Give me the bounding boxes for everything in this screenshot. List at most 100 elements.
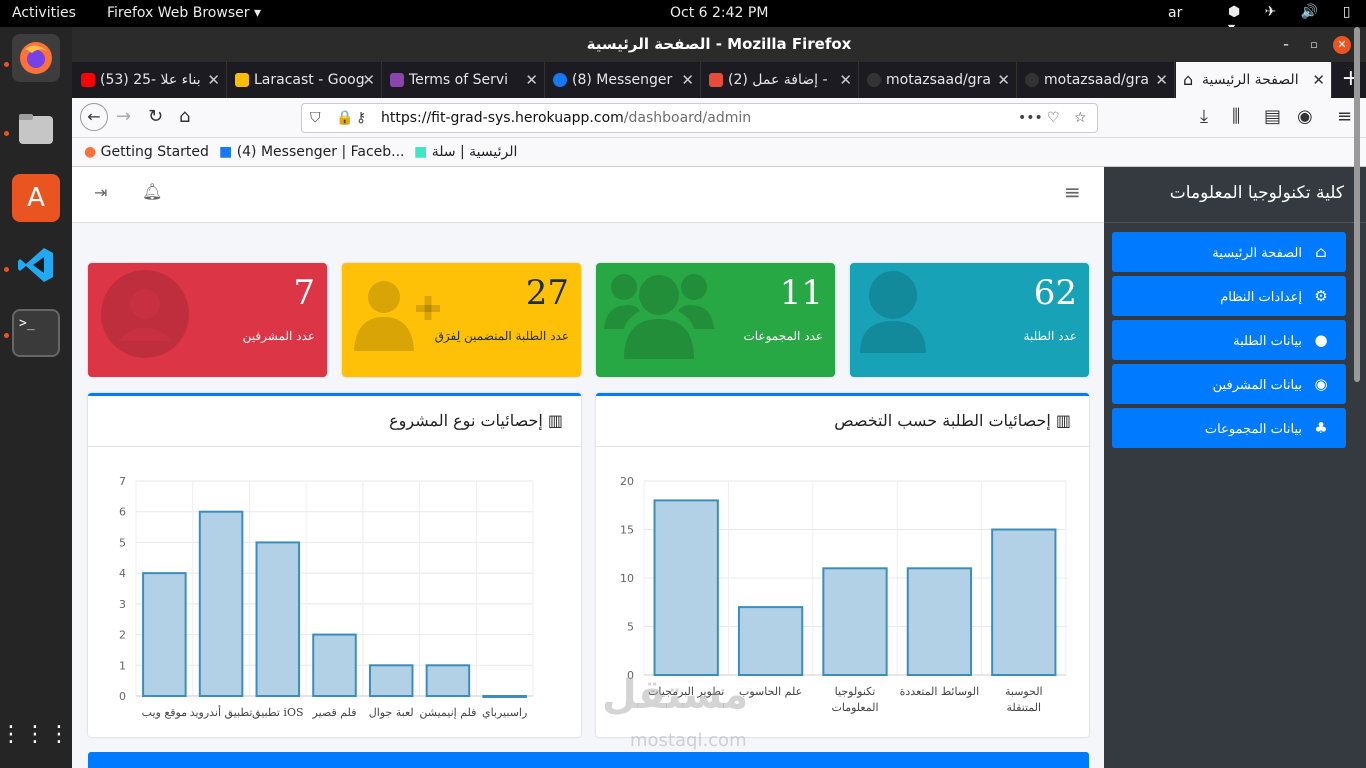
sidebar-item-supervisors[interactable]: بيانات المشرفين ◉ <box>1112 364 1346 404</box>
bell-icon[interactable]: 🔔︎ <box>142 182 163 201</box>
maximize-icon[interactable]: ▫ <box>1310 38 1318 51</box>
sidebar: كلية تكنولوجيا المعلومات الصفحة الرئيسية… <box>1104 167 1366 768</box>
url-path: /dashboard/admin <box>623 110 752 126</box>
back-icon[interactable]: ← <box>80 103 108 131</box>
bookmarks-toolbar: ● Getting Started ■ (4) Messenger | Face… <box>72 138 1366 167</box>
software-center-icon[interactable]: A <box>12 174 60 222</box>
firefox-icon[interactable] <box>12 34 60 82</box>
library-icon[interactable]: ⫼ <box>1232 106 1241 127</box>
bookmark-star-icon[interactable]: ☆ <box>1074 110 1087 126</box>
tab-youtube[interactable]: (53) 25- بناء علا ✕ <box>74 62 227 98</box>
bar[interactable] <box>991 528 1057 676</box>
card-value: 11 <box>779 273 823 313</box>
card-value: 27 <box>525 273 569 313</box>
home-icon[interactable]: ⌂ <box>179 106 191 127</box>
tab-github-2[interactable]: motazsaad/gra ✕ <box>1018 62 1175 98</box>
tab-terms[interactable]: Terms of Servi ✕ <box>383 62 545 98</box>
tab-close-icon[interactable]: ✕ <box>681 71 694 89</box>
specialty-chart: 0 5 10 15 20 تطوير البرمجيات علم الحاسوب تكنولو… <box>620 475 1067 714</box>
bar[interactable] <box>906 567 973 676</box>
reload-icon[interactable]: ↻ <box>148 106 164 127</box>
shield-icon[interactable]: ⛉ <box>310 110 321 126</box>
bar[interactable] <box>198 510 244 698</box>
activities-button[interactable]: Activities <box>12 5 76 21</box>
sidebar-item-home[interactable]: الصفحة الرئيسية ⌂ <box>1112 232 1346 272</box>
sidebar-toggle-icon[interactable]: ▤ <box>1264 106 1282 127</box>
page-actions-icon[interactable]: ••• <box>1018 110 1043 126</box>
menu-icon[interactable]: ≡ <box>1337 106 1353 127</box>
card-value: 62 <box>1033 273 1077 313</box>
sidebar-item-label: بيانات الطلبة <box>1233 334 1302 349</box>
y-tick-label: 0 <box>119 690 126 703</box>
system-topbar: Activities Firefox Web Browser ▾ Oct 6 2… <box>0 0 1366 36</box>
bar[interactable] <box>425 664 471 698</box>
tab-add-work[interactable]: (2) إضافة عمل - ✕ <box>702 62 859 98</box>
forward-icon[interactable]: → <box>116 106 132 127</box>
page-scrollbar[interactable] <box>1354 27 1360 382</box>
tab-close-icon[interactable]: ✕ <box>362 71 375 89</box>
downloads-icon[interactable]: ⤓ <box>1200 106 1208 127</box>
github-icon <box>867 73 881 87</box>
y-tick-label: 0 <box>627 669 634 682</box>
url-bar[interactable]: ⛉ 🔒 ⚷ https://fit-grad-sys.herokuapp.com… <box>301 103 1098 133</box>
bar[interactable] <box>312 633 357 697</box>
x-tick-label: المعلومات <box>832 701 879 714</box>
bar[interactable] <box>368 664 414 698</box>
tab-close-icon[interactable]: ✕ <box>839 71 852 89</box>
account-icon[interactable]: ◉ <box>1297 106 1313 127</box>
bar-chart-icon: ▥ <box>547 411 563 430</box>
sidebar-item-settings[interactable]: إعدادات النظام ⚙ <box>1112 276 1346 316</box>
close-icon[interactable]: ✕ <box>1333 36 1351 54</box>
terminal-icon[interactable]: >_ <box>12 309 60 357</box>
tab-label: motazsaad/gra <box>1044 72 1149 88</box>
user-circle-icon <box>101 270 189 358</box>
hamburger-menu-icon[interactable]: ≡ <box>1064 180 1081 204</box>
sidebar-item-groups[interactable]: بيانات المجموعات ♣ <box>1112 408 1346 448</box>
card-students[interactable]: 62 عدد الطلبة <box>850 263 1089 377</box>
watermark-url: mostaql.com <box>630 730 747 751</box>
brand-title[interactable]: كلية تكنولوجيا المعلومات <box>1104 167 1366 223</box>
show-apps-icon[interactable]: ⋮⋮⋮ <box>0 721 72 747</box>
keyboard-layout[interactable]: ar <box>1168 5 1183 21</box>
bar[interactable] <box>653 499 719 677</box>
tab-laracast[interactable]: Laracast - Goog ✕ <box>228 62 382 98</box>
bookmark-salla[interactable]: ■ الرئيسية | سلة <box>414 144 517 160</box>
bookmark-getting-started[interactable]: ● Getting Started <box>84 144 209 160</box>
clock[interactable]: Oct 6 2:42 PM <box>670 5 769 21</box>
y-tick-label: 1 <box>119 659 126 672</box>
bar[interactable] <box>255 541 301 697</box>
files-icon[interactable] <box>12 105 60 153</box>
card-team-students[interactable]: 27 عدد الطلبة المنضمين لِفرَق <box>342 263 581 377</box>
bar[interactable] <box>482 695 527 698</box>
tab-github-1[interactable]: motazsaad/gra ✕ <box>860 62 1017 98</box>
tab-label: (53) 25- بناء علا <box>100 72 201 88</box>
logout-icon[interactable]: ⇥ <box>94 183 108 202</box>
bar[interactable] <box>822 567 888 676</box>
y-tick-label: 5 <box>119 536 126 549</box>
tab-messenger[interactable]: (8) Messenger ✕ <box>546 62 701 98</box>
lock-icon[interactable]: 🔒 <box>336 110 354 126</box>
card-groups[interactable]: 11 عدد المجموعات <box>596 263 835 377</box>
tab-close-icon[interactable]: ✕ <box>1312 71 1325 89</box>
bar[interactable] <box>737 606 804 677</box>
google-drive-icon <box>235 73 249 87</box>
tab-close-icon[interactable]: ✕ <box>525 71 538 89</box>
sidebar-item-students[interactable]: بيانات الطلبة ● <box>1112 320 1346 360</box>
tab-close-icon[interactable]: ✕ <box>1155 71 1168 89</box>
x-tick-label: موقع ويب <box>142 706 187 719</box>
tab-dashboard-active[interactable]: ⌂ الصفحة الرئيسية ✕ <box>1176 62 1332 98</box>
pocket-icon[interactable]: ♡ <box>1047 110 1060 126</box>
vscode-icon[interactable] <box>12 241 60 289</box>
app-menu[interactable]: Firefox Web Browser ▾ <box>107 5 261 21</box>
bar[interactable] <box>142 572 187 697</box>
card-supervisors[interactable]: 7 عدد المشرفين <box>88 263 327 377</box>
heroku-icon <box>390 73 404 87</box>
bookmark-messenger[interactable]: ■ (4) Messenger | Faceb... <box>219 144 405 160</box>
tab-close-icon[interactable]: ✕ <box>207 71 220 89</box>
key-icon[interactable]: ⚷ <box>356 110 367 126</box>
panel-header: إحصائيات نوع المشروع ▥ <box>88 396 581 447</box>
x-tick-label: تطبيق أندرويد <box>190 705 253 719</box>
y-tick-label: 10 <box>620 572 634 585</box>
minimize-icon[interactable]: – <box>1283 38 1289 51</box>
tab-close-icon[interactable]: ✕ <box>997 71 1010 89</box>
